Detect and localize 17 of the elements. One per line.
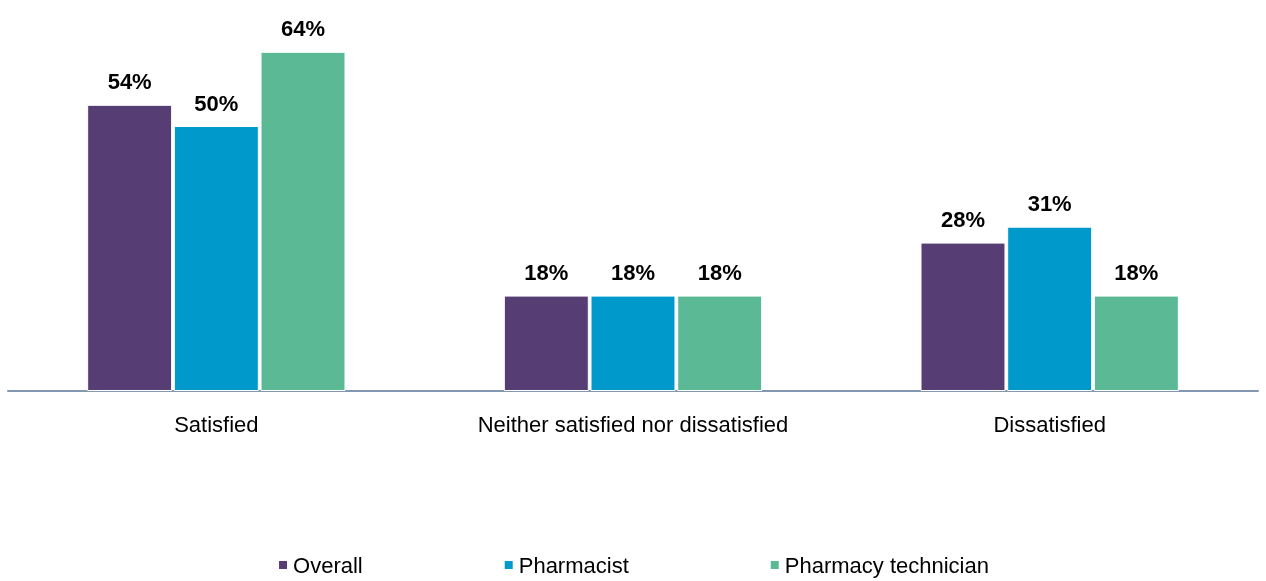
x-tick-label: Neither satisfied nor dissatisfied (477, 411, 789, 437)
data-label: 31% (1027, 191, 1072, 217)
data-label: 18% (1114, 260, 1159, 286)
data-label: 54% (107, 69, 152, 95)
bar (87, 104, 173, 391)
legend-label: Pharmacy technician (784, 552, 989, 578)
bar (1093, 295, 1179, 391)
x-tick-label: Dissatisfied (993, 411, 1106, 437)
data-label: 18% (610, 260, 656, 286)
data-label: 64% (280, 16, 326, 42)
data-label: 28% (940, 207, 986, 233)
data-label: 18% (524, 260, 569, 286)
x-tick-label: Satisfied (174, 411, 259, 437)
data-label: 50% (194, 90, 239, 116)
legend-label: Overall (293, 552, 363, 578)
legend-label: Pharmacist (518, 552, 629, 578)
data-label: 18% (697, 260, 742, 286)
